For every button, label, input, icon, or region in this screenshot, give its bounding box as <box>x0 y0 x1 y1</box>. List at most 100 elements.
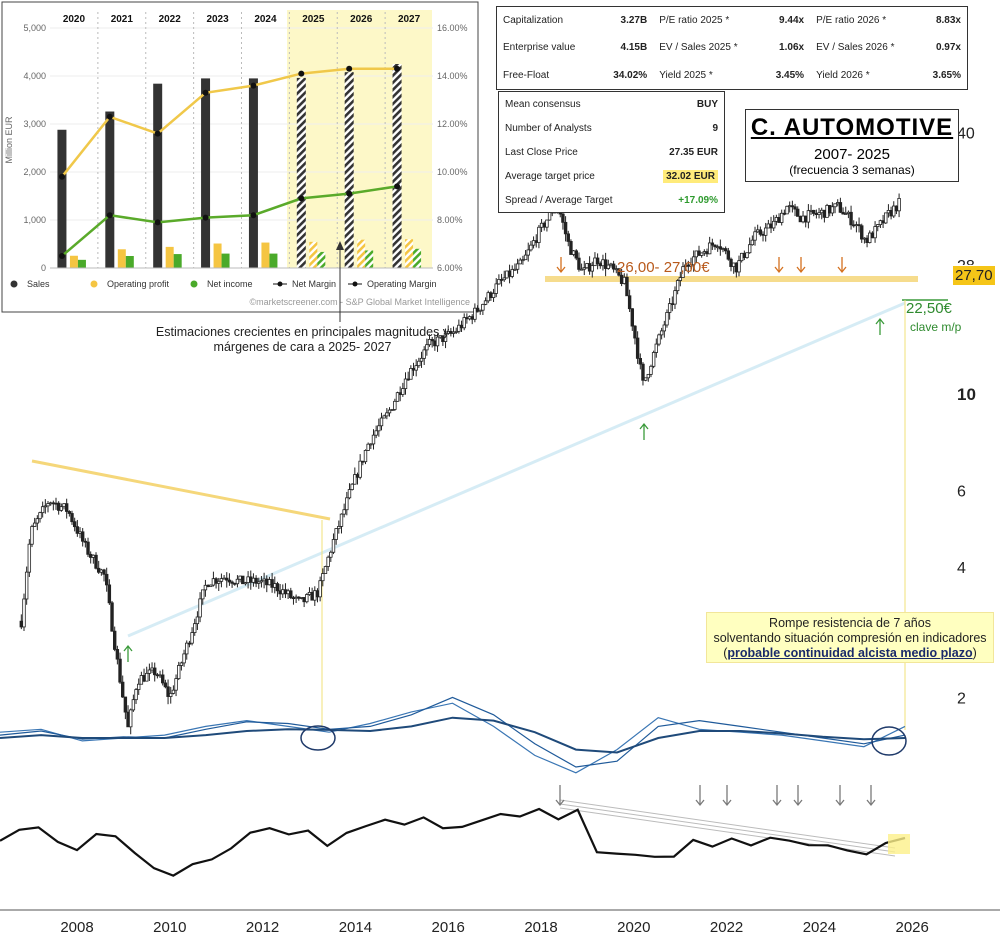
candle-body <box>675 280 680 292</box>
candle-body <box>182 653 186 664</box>
bar-sales <box>201 78 211 269</box>
candle-body <box>278 590 282 595</box>
rs-arrow-head <box>866 799 876 807</box>
last-price-tag: 27,70 <box>953 266 995 285</box>
low-arrow-head <box>875 317 885 325</box>
candle-body <box>635 337 640 359</box>
candle-body <box>358 460 362 478</box>
candle-body <box>257 581 261 584</box>
bar-operating-profit <box>213 243 222 268</box>
resistance-arrow-head <box>556 266 566 274</box>
candle-body <box>75 526 80 534</box>
candle-body <box>19 620 24 628</box>
candle-body <box>534 240 538 243</box>
candle-body <box>96 567 101 573</box>
candle-body <box>491 293 496 298</box>
rs-line <box>0 807 906 877</box>
candle-body <box>126 711 130 728</box>
candle-body <box>510 269 514 277</box>
point-net-margin <box>346 190 353 197</box>
fundamentals-key: P/E ratio 2026 * <box>816 15 887 27</box>
inset-y-tick: 2,000 <box>23 167 46 177</box>
price-y-tick: 6 <box>957 483 966 500</box>
fundamentals-row: Capitalization 3.27B P/E ratio 2025 * 9.44x… <box>497 7 967 34</box>
candle-body <box>651 352 656 367</box>
candle-body <box>40 506 45 514</box>
inset-category-label: 2023 <box>206 14 229 25</box>
candle-body <box>825 204 829 218</box>
candle-body <box>443 332 448 342</box>
candle-body <box>307 591 312 595</box>
resistance-arrow-head <box>774 266 784 274</box>
candle-body <box>227 579 232 583</box>
candle-body <box>321 573 325 582</box>
candle-body <box>545 219 549 228</box>
candle-body <box>622 276 626 284</box>
candle-body <box>281 589 285 595</box>
candle-body <box>707 242 712 255</box>
candle-body <box>844 213 848 215</box>
bar-net-income <box>77 259 86 268</box>
inset-y2-tick: 16.00% <box>437 23 468 33</box>
candle-body <box>678 277 683 281</box>
bar-operating-profit <box>261 242 270 268</box>
candle-body <box>737 260 741 273</box>
candle-body <box>134 689 138 701</box>
candle-body <box>611 263 616 270</box>
candle-body <box>259 580 264 583</box>
x-tick-label: 2024 <box>803 919 836 936</box>
candle-body <box>838 202 843 213</box>
candle-body <box>363 450 368 463</box>
candle-body <box>878 220 883 226</box>
inset-category-label: 2026 <box>350 14 373 25</box>
price-y-tick: 4 <box>957 560 966 577</box>
legend-marker <box>90 280 98 288</box>
candle-body <box>129 709 133 728</box>
candle-body <box>249 576 253 583</box>
candle-body <box>713 244 717 248</box>
consensus-row: Number of Analysts 9 <box>499 116 724 140</box>
candle-body <box>638 358 642 365</box>
rs-downtrend <box>559 803 896 853</box>
breakout-note-line2: solventando situación compresión en indi… <box>713 631 987 645</box>
candle-body <box>214 578 218 584</box>
rs-downtrend <box>559 799 896 849</box>
candle-body <box>163 682 168 688</box>
candle-body <box>409 368 413 380</box>
consensus-row: Spread / Average Target +17.09% <box>499 188 724 212</box>
fundamentals-key: P/E ratio 2025 * <box>659 15 730 27</box>
candle-body <box>836 202 840 205</box>
consensus-value: 27.35 EUR <box>643 140 724 164</box>
candle-body <box>601 259 605 267</box>
bar-operating-profit <box>405 239 414 268</box>
candle-body <box>889 210 893 217</box>
candle-body <box>499 278 504 281</box>
fundamentals-table: Capitalization 3.27B P/E ratio 2025 * 9.44x… <box>496 6 968 90</box>
candle-body <box>633 325 637 339</box>
bar-operating-profit <box>165 246 174 268</box>
fundamentals-key: EV / Sales 2026 * <box>816 42 895 54</box>
candle-body <box>177 665 181 680</box>
candle-body <box>585 263 589 269</box>
candle-body <box>110 602 114 632</box>
candle-body <box>211 578 216 586</box>
compression-circle-2013 <box>300 725 336 751</box>
candle-body <box>355 474 360 478</box>
candle-body <box>297 596 301 599</box>
candle-body <box>62 503 66 508</box>
bar-net-income <box>365 250 374 268</box>
candle-body <box>310 591 314 601</box>
fundamentals-row: Enterprise value 4.15B EV / Sales 2025 * 1.… <box>497 34 967 61</box>
point-operating-margin <box>202 89 209 96</box>
candle-body <box>411 368 416 371</box>
candle-body <box>715 246 720 249</box>
x-tick-label: 2016 <box>432 919 465 936</box>
candle-body <box>603 259 608 269</box>
candle-body <box>59 506 64 511</box>
oscillator-chart <box>0 696 907 774</box>
title-box: C. AUTOMOTIVE 2007- 2025 (frecuencia 3 s… <box>745 109 959 182</box>
point-net-margin <box>106 212 113 219</box>
candle-body <box>691 256 696 266</box>
inset-y-tick: 1,000 <box>23 215 46 225</box>
fundamentals-key: Yield 2026 * <box>816 69 870 81</box>
